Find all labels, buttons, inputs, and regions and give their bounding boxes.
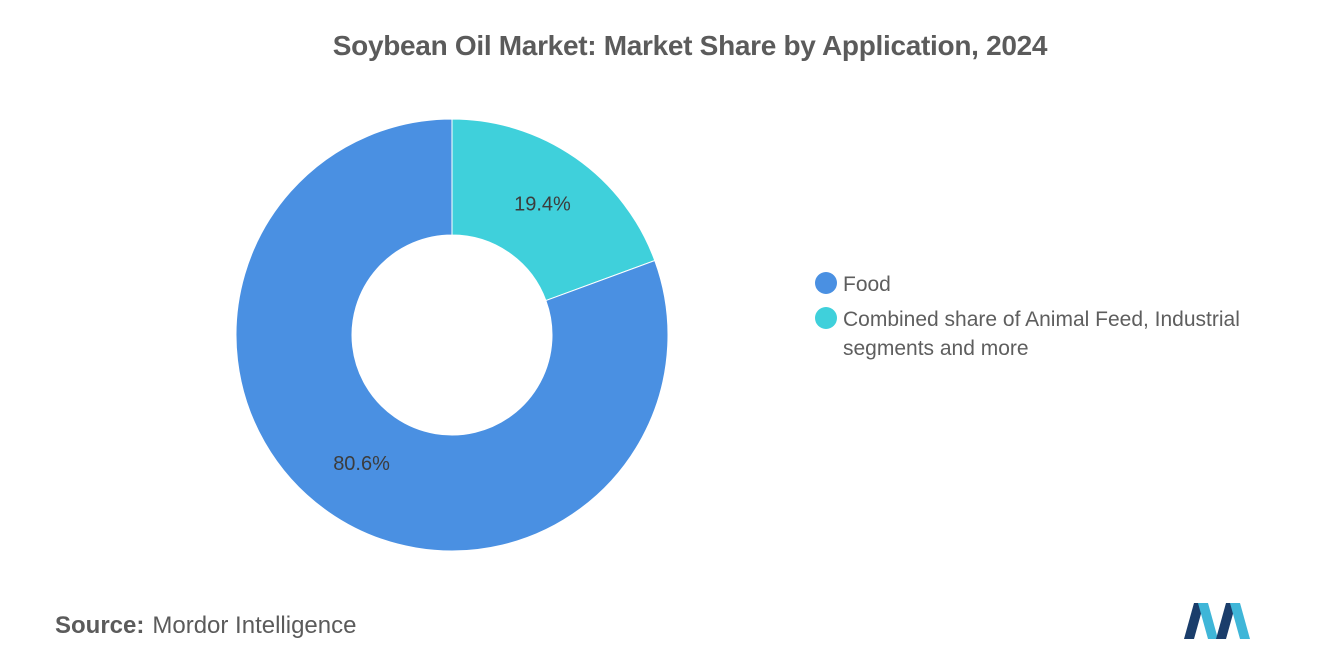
legend-swatch-combined — [815, 307, 837, 329]
legend-item-food: Food — [815, 270, 1285, 299]
mordor-intelligence-logo-icon — [1184, 603, 1250, 639]
source-value: Mordor Intelligence — [152, 612, 357, 639]
legend-item-combined: Combined share of Animal Feed, Industria… — [815, 305, 1285, 363]
legend-label-food: Food — [843, 273, 891, 296]
donut-slice-label-1: 80.6% — [333, 453, 390, 475]
chart-legend: Food Combined share of Animal Feed, Indu… — [815, 270, 1285, 369]
donut-slice-label-0: 19.4% — [514, 194, 571, 216]
legend-swatch-food — [815, 272, 837, 294]
legend-label-combined: Combined share of Animal Feed, Industria… — [843, 308, 1240, 360]
chart-title: Soybean Oil Market: Market Share by Appl… — [332, 30, 1048, 61]
donut-slice-1 — [235, 118, 669, 552]
source-label: Source: — [55, 612, 145, 639]
donut-slice-0 — [451, 118, 656, 302]
source-note: Source: Mordor Intelligence — [55, 612, 356, 640]
